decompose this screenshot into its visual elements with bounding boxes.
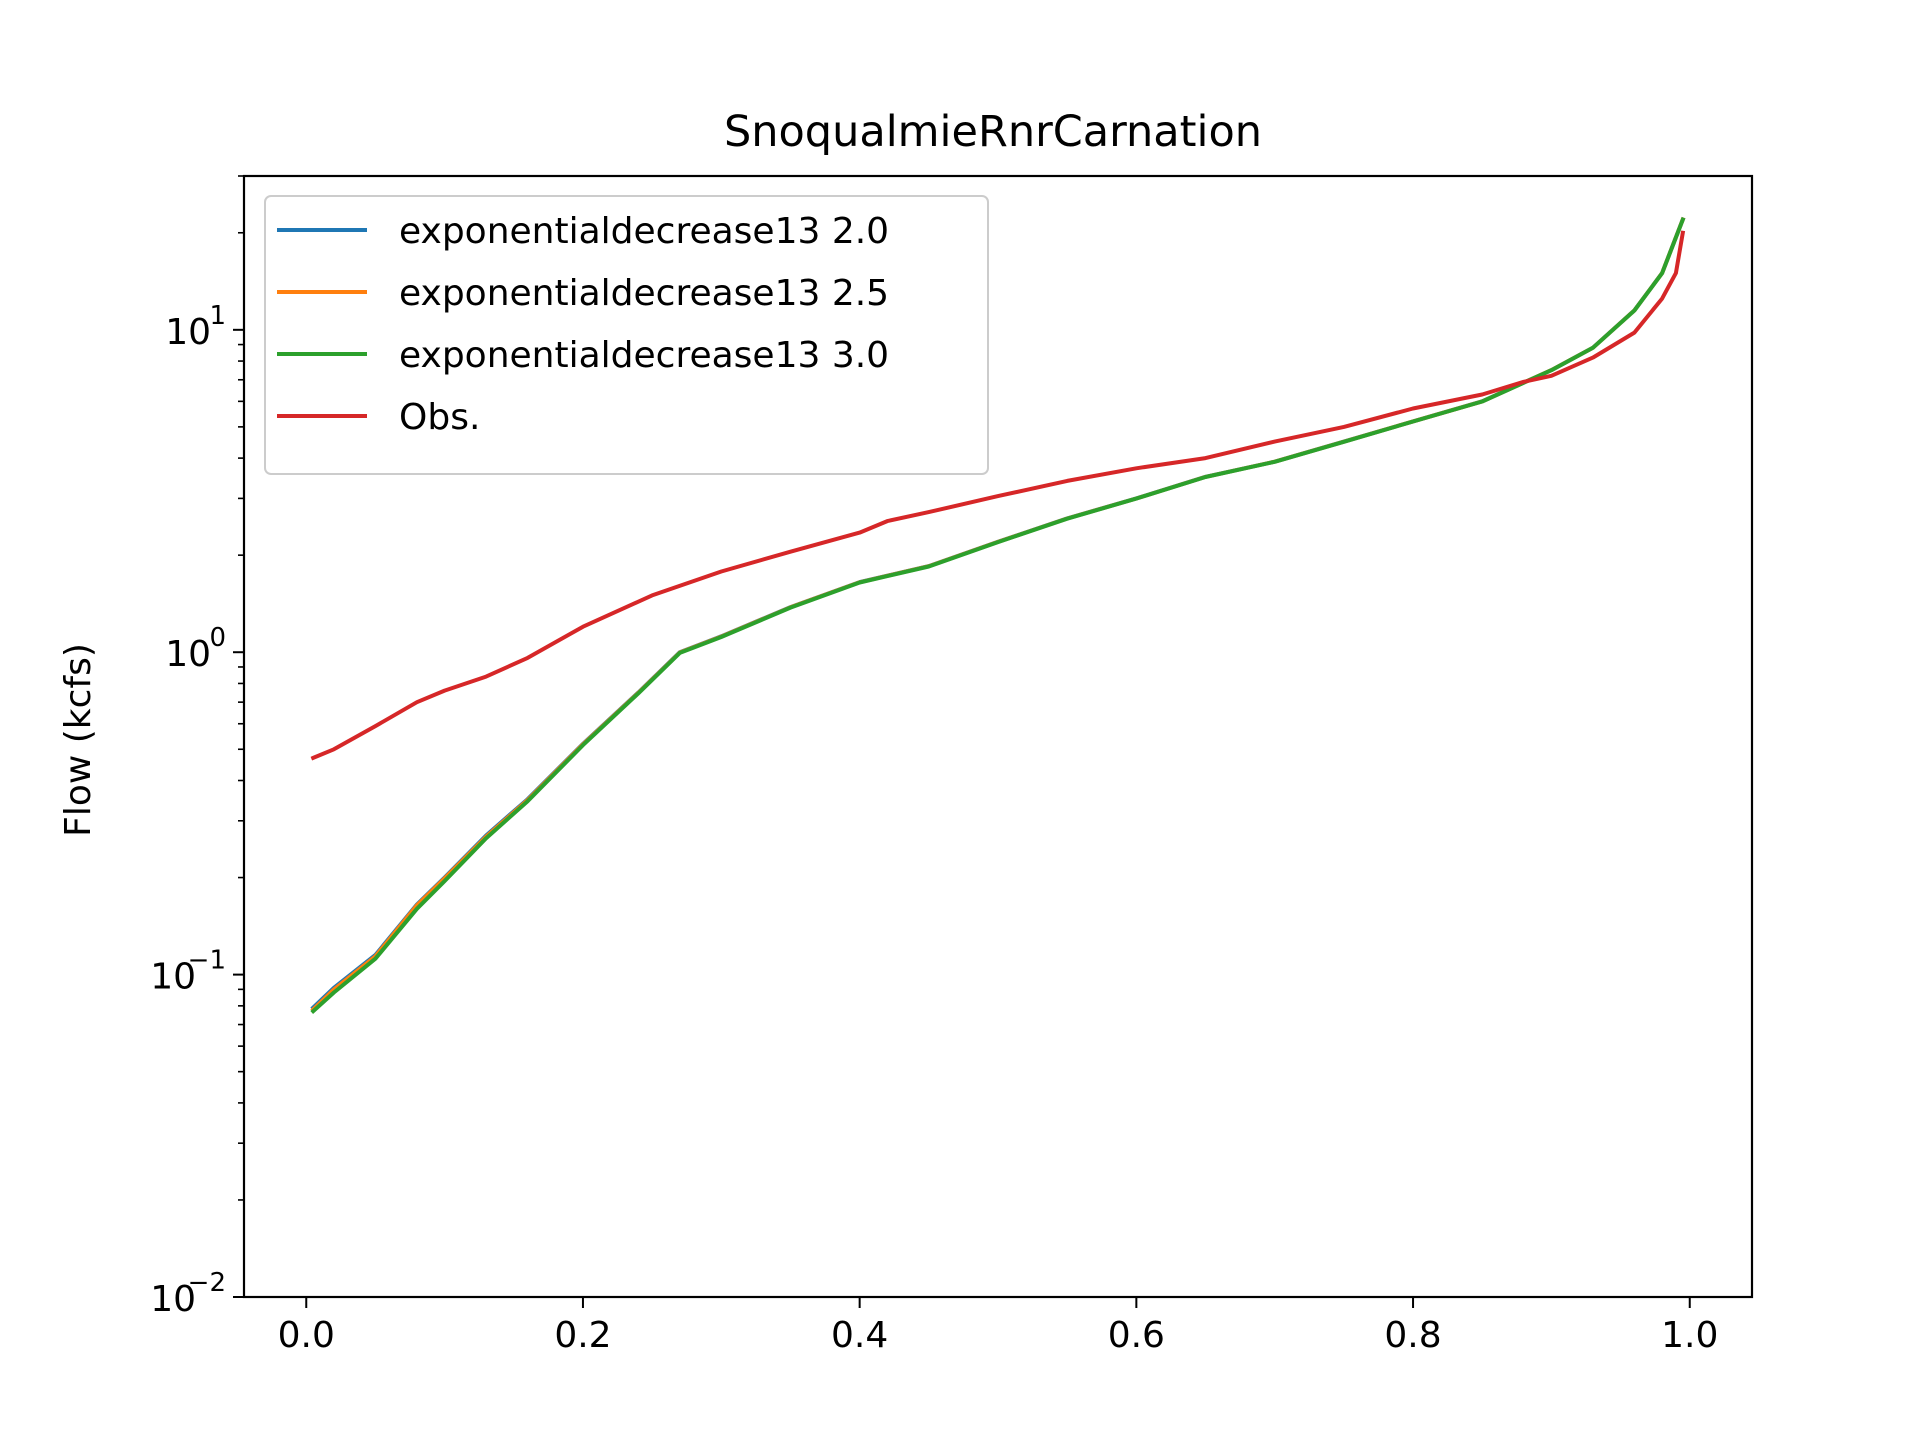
y-tick-label: 10 xyxy=(165,312,211,353)
x-tick-label: 0.2 xyxy=(554,1315,611,1356)
legend-box xyxy=(264,195,989,475)
legend-entry-label: exponentialdecrease13 3.0 xyxy=(399,335,889,376)
plot-frame xyxy=(242,174,1754,1299)
series-line-4 xyxy=(310,230,1686,761)
x-axis: 0.0 0.2 0.4 0.6 0.8 1.0 xyxy=(278,1297,1718,1356)
legend-entry-label: exponentialdecrease13 2.5 xyxy=(399,273,889,314)
plot-area xyxy=(242,174,1754,1299)
y-tick-base: 10 xyxy=(150,1279,196,1320)
y-tick-label: 10 xyxy=(165,634,211,675)
y-tick-exponent: −1 xyxy=(188,946,226,976)
y-tick-exponent: 0 xyxy=(209,623,226,653)
x-tick-label: 0.4 xyxy=(831,1315,888,1356)
legend-entry-label: exponentialdecrease13 2.0 xyxy=(399,211,889,252)
legend: exponentialdecrease13 2.0 exponentialdecr… xyxy=(264,195,989,475)
x-tick-label: 0.0 xyxy=(278,1315,335,1356)
x-tick-label: 0.6 xyxy=(1108,1315,1165,1356)
legend-entry-label: Obs. xyxy=(399,397,480,438)
y-tick-base: 10 xyxy=(150,957,196,998)
series-layer xyxy=(310,216,1686,1015)
y-tick-label: 10 xyxy=(150,957,196,998)
y-tick-exponent: −2 xyxy=(188,1268,226,1298)
x-tick-label: 0.8 xyxy=(1384,1315,1441,1356)
x-tick-label: 1.0 xyxy=(1661,1315,1718,1356)
chart-title: SnoqualmieRnrCarnation xyxy=(724,107,1262,157)
y-tick-base: 10 xyxy=(165,312,211,353)
y-axis-label: Flow (kcfs) xyxy=(58,643,99,837)
y-tick-exponent: 1 xyxy=(209,301,226,331)
y-tick-base: 10 xyxy=(165,634,211,675)
y-tick-label: 10 xyxy=(150,1279,196,1320)
